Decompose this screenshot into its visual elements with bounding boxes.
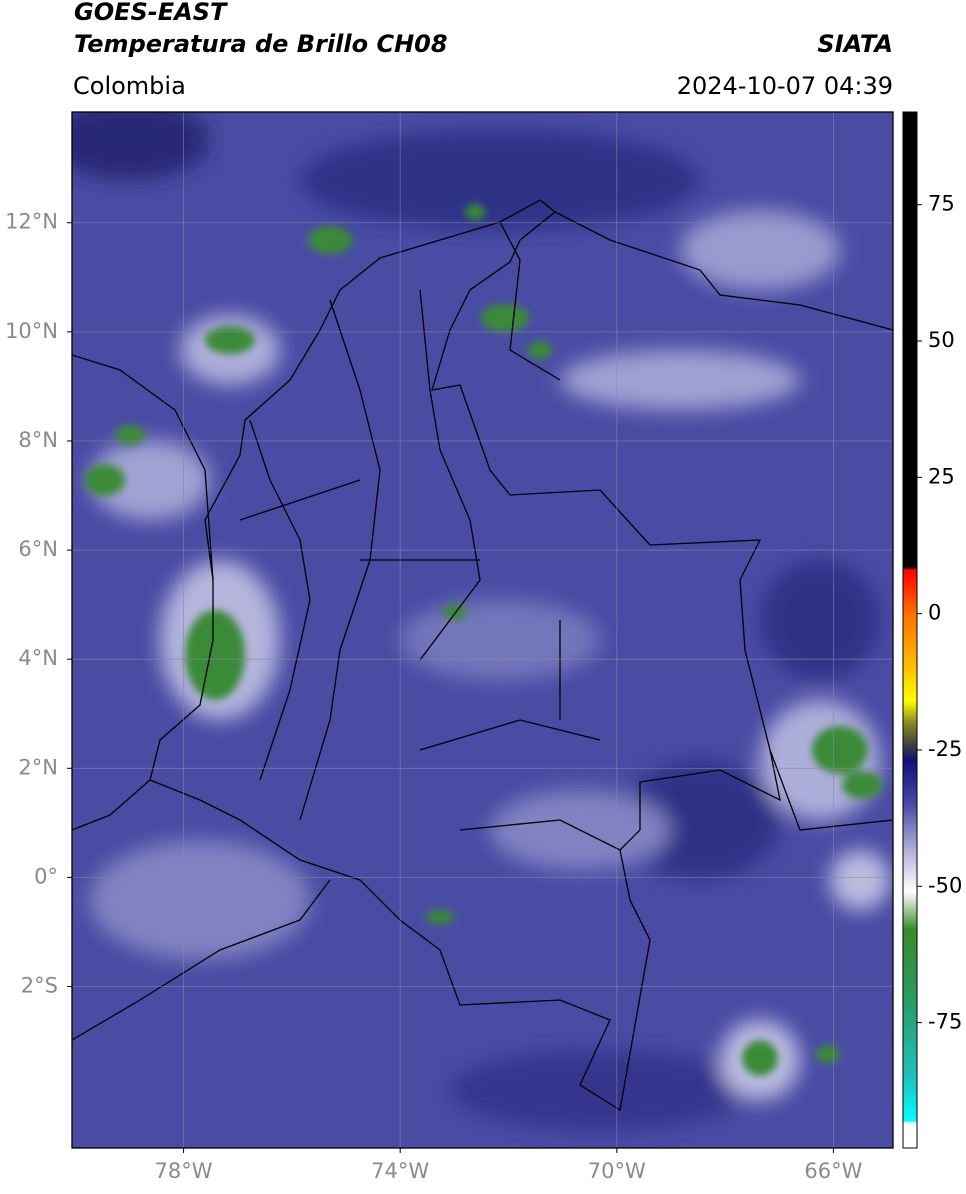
source: SIATA bbox=[817, 30, 893, 58]
colorbar-label: -25 bbox=[928, 737, 962, 761]
x-tick-label: 70°W bbox=[588, 1159, 646, 1183]
colorbar-label: 25 bbox=[928, 464, 955, 488]
colorbar-label: -50 bbox=[928, 873, 962, 897]
title: GOES-EAST bbox=[74, 0, 228, 26]
map-image bbox=[72, 112, 893, 1148]
colorbar-label: -75 bbox=[928, 1010, 962, 1034]
grid bbox=[72, 112, 893, 1148]
x-tick-label: 66°W bbox=[804, 1159, 862, 1183]
y-tick-label: 6°N bbox=[18, 537, 58, 561]
x-tick-label: 78°W bbox=[155, 1159, 213, 1183]
y-tick-label: 10°N bbox=[5, 319, 58, 343]
y-tick-label: 4°N bbox=[18, 646, 58, 670]
y-tick-label: 2°S bbox=[21, 974, 58, 998]
map-frame bbox=[71, 111, 894, 1149]
colorbar-label: 0 bbox=[928, 601, 941, 625]
y-tick-label: 8°N bbox=[18, 428, 58, 452]
subtitle: Temperatura de Brillo CH08 bbox=[74, 30, 448, 58]
region: Colombia bbox=[73, 72, 186, 100]
y-tick-label: 2°N bbox=[18, 755, 58, 779]
colorbar bbox=[902, 111, 918, 1149]
colorbar-label: 50 bbox=[928, 328, 955, 352]
x-tick-label: 74°W bbox=[371, 1159, 429, 1183]
y-tick-label: 12°N bbox=[5, 210, 58, 234]
colorbar-label: 75 bbox=[928, 192, 955, 216]
y-tick-label: 0° bbox=[34, 864, 58, 888]
datetime: 2024-10-07 04:39 bbox=[677, 72, 893, 100]
